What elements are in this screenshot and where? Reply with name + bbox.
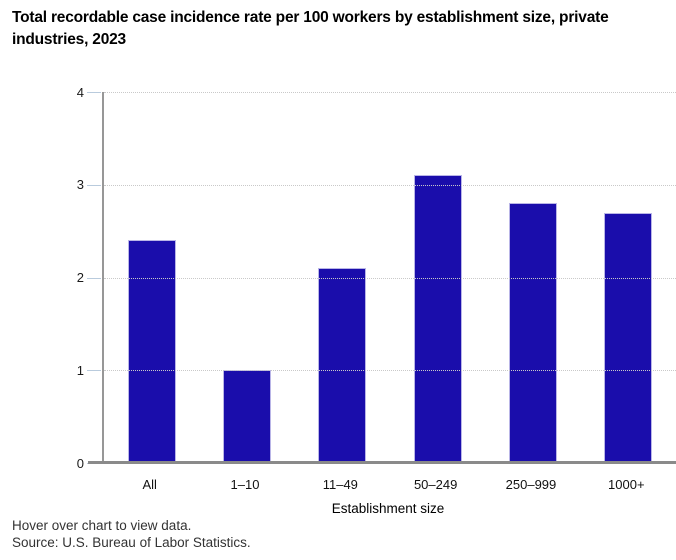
y-tick-mark [87, 278, 101, 279]
gridline-y-4 [104, 92, 676, 93]
x-axis-line [88, 461, 676, 464]
bar-slot-50–249 [390, 92, 485, 463]
y-tick-label: 1 [76, 363, 84, 378]
bar-slot-1–10 [199, 92, 294, 463]
x-axis-category-labels: All 1–10 11–49 50–249 250–999 1000+ [102, 477, 674, 492]
y-tick-label: 0 [76, 456, 84, 471]
bar-1–10[interactable] [222, 370, 271, 463]
bar-slot-11–49 [295, 92, 390, 463]
y-tick-label: 3 [76, 177, 84, 192]
gridline-y-1 [104, 370, 676, 372]
category-label-11–49: 11–49 [322, 477, 358, 492]
category-label-1–10: 1–10 [230, 477, 260, 492]
gridline-y-2 [104, 277, 676, 279]
hover-note: Hover over chart to view data. [12, 518, 192, 533]
y-tick-label: 2 [76, 270, 84, 285]
bar-250–999[interactable] [508, 203, 557, 463]
chart-footer: Hover over chart to view data. Source: U… [12, 517, 251, 551]
bar-slot-250–999 [485, 92, 580, 463]
bar-slot-1000+ [581, 92, 676, 463]
y-tick-mark [87, 185, 101, 186]
x-axis-title: Establishment size [331, 501, 445, 516]
y-tick-label: 4 [76, 85, 84, 100]
bar-1000+[interactable] [604, 212, 653, 463]
category-label-250–999: 250–999 [505, 477, 557, 492]
bars-row [104, 92, 676, 463]
gridline-y-3 [104, 184, 676, 186]
source-note: Source: U.S. Bureau of Labor Statistics. [12, 535, 251, 550]
y-tick-mark [87, 92, 101, 93]
category-label-1000+: 1000+ [608, 477, 645, 492]
bar-50–249[interactable] [413, 175, 462, 463]
plot-area [102, 92, 676, 463]
bar-11–49[interactable] [318, 268, 367, 463]
y-tick-mark [87, 370, 101, 371]
page-title: Total recordable case incidence rate per… [12, 9, 609, 48]
category-label-50–249: 50–249 [413, 477, 458, 492]
bar-All[interactable] [127, 240, 176, 463]
category-label-All: All [142, 477, 157, 492]
